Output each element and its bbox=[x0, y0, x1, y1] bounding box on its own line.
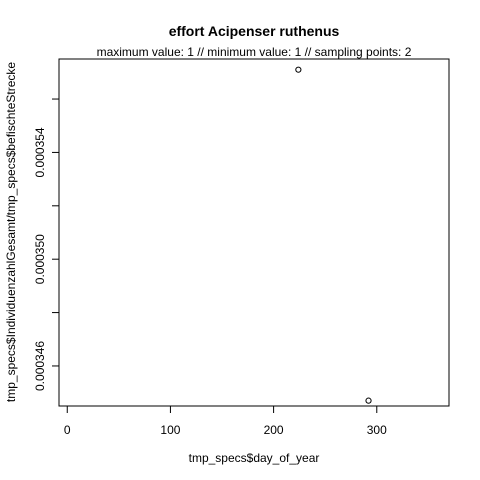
x-tick-label: 0 bbox=[64, 423, 71, 437]
chart-subtitle: maximum value: 1 // minimum value: 1 // … bbox=[97, 45, 412, 59]
x-axis-label: tmp_specs$day_of_year bbox=[189, 451, 320, 465]
x-tick-label: 300 bbox=[367, 423, 387, 437]
data-point bbox=[295, 66, 302, 73]
x-tick-label: 100 bbox=[160, 423, 180, 437]
data-point bbox=[365, 397, 372, 404]
y-axis-label: tmp_specs$IndividuenzahlGesamt/tmp_specs… bbox=[4, 62, 18, 403]
x-tick-label: 200 bbox=[264, 423, 284, 437]
data-points bbox=[295, 66, 372, 404]
y-tick-label: 0.000354 bbox=[33, 127, 47, 177]
y-tick-label: 0.000346 bbox=[33, 341, 47, 391]
chart-title: effort Acipenser ruthenus bbox=[169, 23, 340, 39]
y-axis: 0.000346 0.000350 0.000354 bbox=[33, 98, 60, 391]
plot-frame bbox=[58, 58, 450, 407]
y-tick-label: 0.000350 bbox=[33, 234, 47, 284]
x-axis: 0 100 200 300 bbox=[64, 405, 387, 437]
